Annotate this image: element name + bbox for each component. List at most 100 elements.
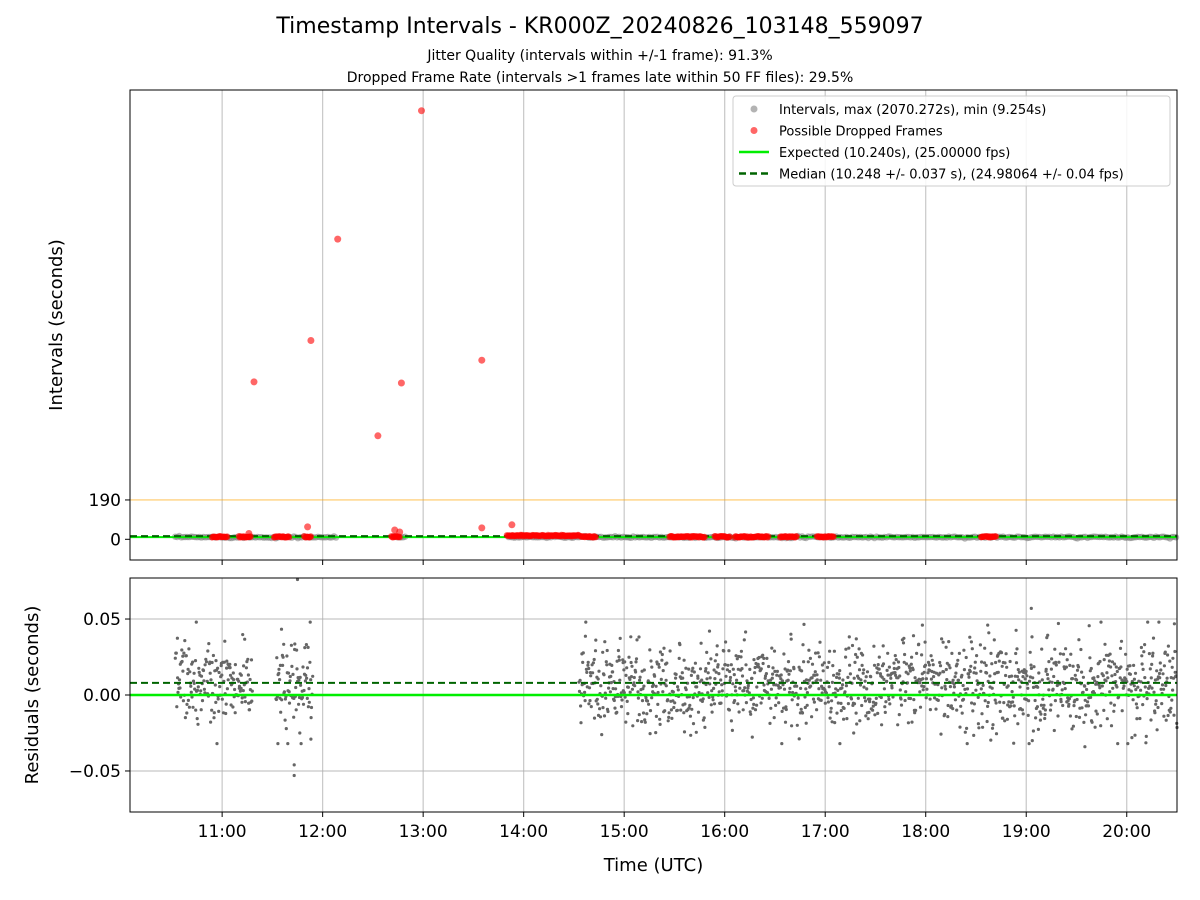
residual-point <box>676 688 680 692</box>
residual-point <box>857 668 862 672</box>
residual-point <box>1138 716 1142 721</box>
residual-point <box>233 711 237 715</box>
residual-point <box>828 716 832 720</box>
legend-marker <box>750 105 758 113</box>
residual-point <box>1061 652 1066 656</box>
residual-point <box>309 737 313 741</box>
residual-point <box>584 620 588 624</box>
residual-point <box>810 662 815 666</box>
residual-point <box>1075 668 1080 672</box>
residual-point <box>735 678 739 682</box>
residual-point <box>1021 712 1025 716</box>
residual-point <box>835 711 839 715</box>
residual-point <box>963 730 967 734</box>
dropped-frame-point <box>830 533 837 540</box>
residual-point <box>1043 708 1047 712</box>
residual-point <box>844 647 848 651</box>
residual-point <box>1068 714 1072 718</box>
residual-point <box>1015 647 1019 651</box>
dropped-frame-point <box>334 235 342 243</box>
residual-point <box>587 702 591 706</box>
residual-point <box>1070 677 1075 681</box>
residual-point <box>1104 679 1108 683</box>
residual-point <box>868 700 872 704</box>
residual-point <box>674 672 678 677</box>
residual-point <box>1025 674 1029 678</box>
residual-point <box>186 667 190 671</box>
residual-point <box>707 695 711 700</box>
residual-point <box>233 687 237 692</box>
residual-point <box>814 651 818 655</box>
residual-point <box>304 673 308 677</box>
legend-label: Intervals, max (2070.272s), min (9.254s) <box>779 103 1046 118</box>
residual-point <box>231 705 235 709</box>
residual-point <box>994 660 998 665</box>
residual-point <box>1051 687 1055 691</box>
residual-point <box>829 706 833 710</box>
residual-point <box>636 719 640 723</box>
residual-point <box>1141 703 1145 707</box>
residual-point <box>634 657 639 661</box>
residual-point <box>973 666 977 670</box>
residual-point <box>987 631 991 635</box>
residual-point <box>616 648 621 653</box>
residual-point <box>911 668 915 672</box>
bottom-x-tick-label: 16:00 <box>700 822 749 842</box>
residual-point <box>813 670 817 674</box>
residual-point <box>768 721 772 726</box>
residual-point <box>1098 686 1102 690</box>
residual-point <box>967 675 971 679</box>
residual-point <box>1003 719 1007 723</box>
residual-point <box>826 700 831 704</box>
residual-point <box>792 667 796 671</box>
residual-point <box>886 651 890 655</box>
residual-point <box>943 684 947 688</box>
residual-point <box>828 649 832 653</box>
residual-point <box>607 686 611 690</box>
residual-point <box>638 678 642 682</box>
residual-point <box>922 670 926 674</box>
residual-point <box>1108 690 1112 694</box>
residual-point <box>619 691 623 695</box>
residual-point <box>307 700 311 704</box>
residual-point <box>577 689 582 694</box>
residual-point <box>843 690 847 694</box>
residual-point <box>902 660 906 664</box>
residual-point <box>1085 687 1089 692</box>
residual-point <box>1016 668 1020 672</box>
residual-point <box>757 665 761 669</box>
residual-point <box>1061 703 1065 708</box>
residual-point <box>932 675 936 679</box>
residual-point <box>193 687 197 691</box>
residual-point <box>1116 742 1120 746</box>
residual-point <box>883 710 887 715</box>
residual-point <box>610 663 614 668</box>
residual-point <box>689 733 693 737</box>
residual-point <box>710 689 714 693</box>
residual-point <box>250 699 254 703</box>
residual-point <box>1067 702 1071 706</box>
residual-point <box>183 716 187 720</box>
residual-point <box>676 685 680 689</box>
residual-point <box>771 672 775 676</box>
residual-point <box>840 683 845 687</box>
residual-point <box>175 636 179 640</box>
residual-point <box>1132 684 1136 688</box>
residual-point <box>643 718 647 722</box>
residual-point <box>825 665 830 670</box>
legend-label: Median (10.248 +/- 0.037 s), (24.98064 +… <box>779 168 1124 183</box>
residual-point <box>961 683 965 688</box>
residual-point <box>832 649 837 653</box>
residual-point <box>672 705 676 710</box>
residual-point <box>921 677 925 681</box>
residual-point <box>630 687 635 691</box>
residual-point <box>986 704 990 709</box>
residual-point <box>1086 700 1090 704</box>
residual-point <box>817 655 822 659</box>
residual-point <box>986 623 990 627</box>
residual-point <box>964 655 968 660</box>
residual-point <box>707 661 711 665</box>
residual-point <box>1048 708 1053 712</box>
residual-point <box>1151 651 1155 655</box>
residual-point <box>279 627 284 631</box>
